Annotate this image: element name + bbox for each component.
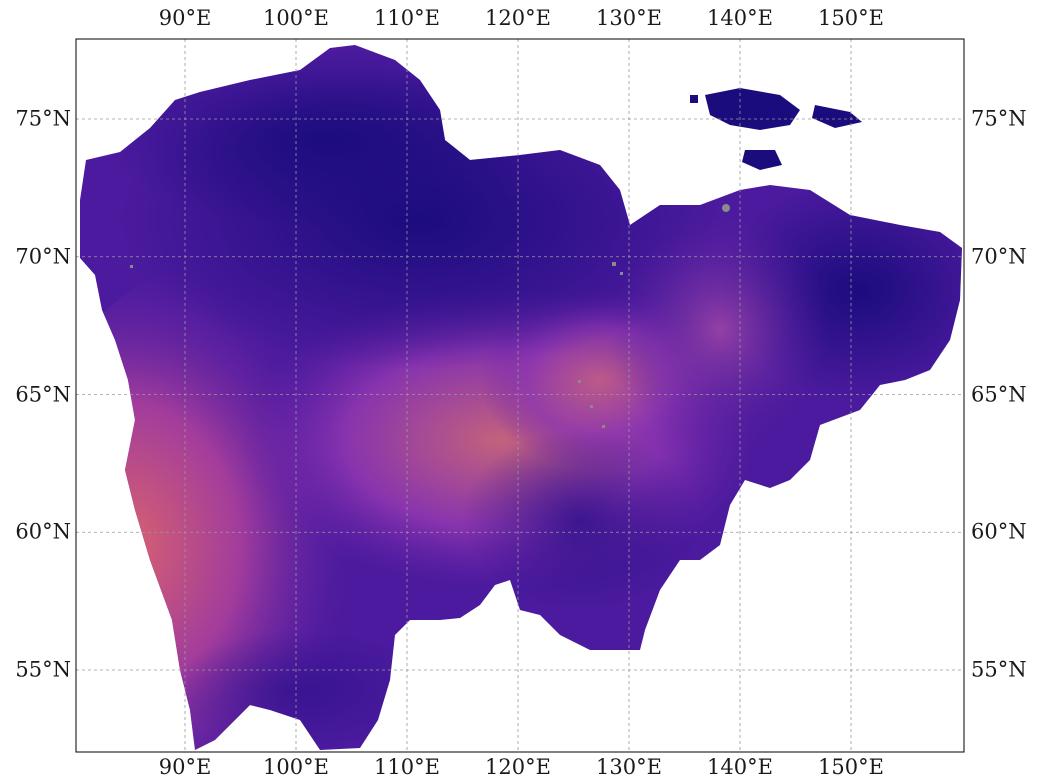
islands xyxy=(690,88,862,170)
latitude-label-right: 60°N xyxy=(971,519,1027,544)
latitude-label-left: 55°N xyxy=(15,657,71,682)
longitude-label-bottom: 90°E xyxy=(158,755,212,779)
island-small-3 xyxy=(690,95,698,103)
longitude-label-top: 100°E xyxy=(263,6,329,30)
land-field xyxy=(80,45,962,750)
longitude-label-top: 150°E xyxy=(818,6,884,30)
longitude-label-top: 110°E xyxy=(374,6,440,30)
longitude-label-top: 90°E xyxy=(158,6,212,30)
longitude-label-bottom: 140°E xyxy=(707,755,773,779)
island-small-2 xyxy=(742,150,782,170)
longitude-label-bottom: 150°E xyxy=(818,755,884,779)
latitude-label-left: 70°N xyxy=(15,244,71,269)
latitude-label-right: 75°N xyxy=(971,106,1027,131)
longitude-label-bottom: 100°E xyxy=(263,755,329,779)
latitude-label-right: 65°N xyxy=(971,382,1027,406)
latitude-label-right: 55°N xyxy=(971,657,1027,682)
island-small-1 xyxy=(812,105,862,128)
longitude-label-top: 120°E xyxy=(485,6,551,30)
missing-data-marks xyxy=(130,204,730,428)
latitude-label-left: 60°N xyxy=(15,519,71,544)
island-severnaya xyxy=(705,88,800,130)
longitude-label-top: 130°E xyxy=(596,6,662,30)
latitude-label-left: 65°N xyxy=(15,382,71,406)
latitude-label-left: 75°N xyxy=(15,106,71,131)
longitude-label-bottom: 120°E xyxy=(485,755,551,779)
longitude-label-top: 140°E xyxy=(707,6,773,30)
longitude-label-bottom: 130°E xyxy=(596,755,662,779)
longitude-label-bottom: 110°E xyxy=(374,755,440,779)
map-frame xyxy=(75,38,965,753)
latitude-label-right: 70°N xyxy=(971,244,1027,269)
gridlines xyxy=(76,39,964,752)
